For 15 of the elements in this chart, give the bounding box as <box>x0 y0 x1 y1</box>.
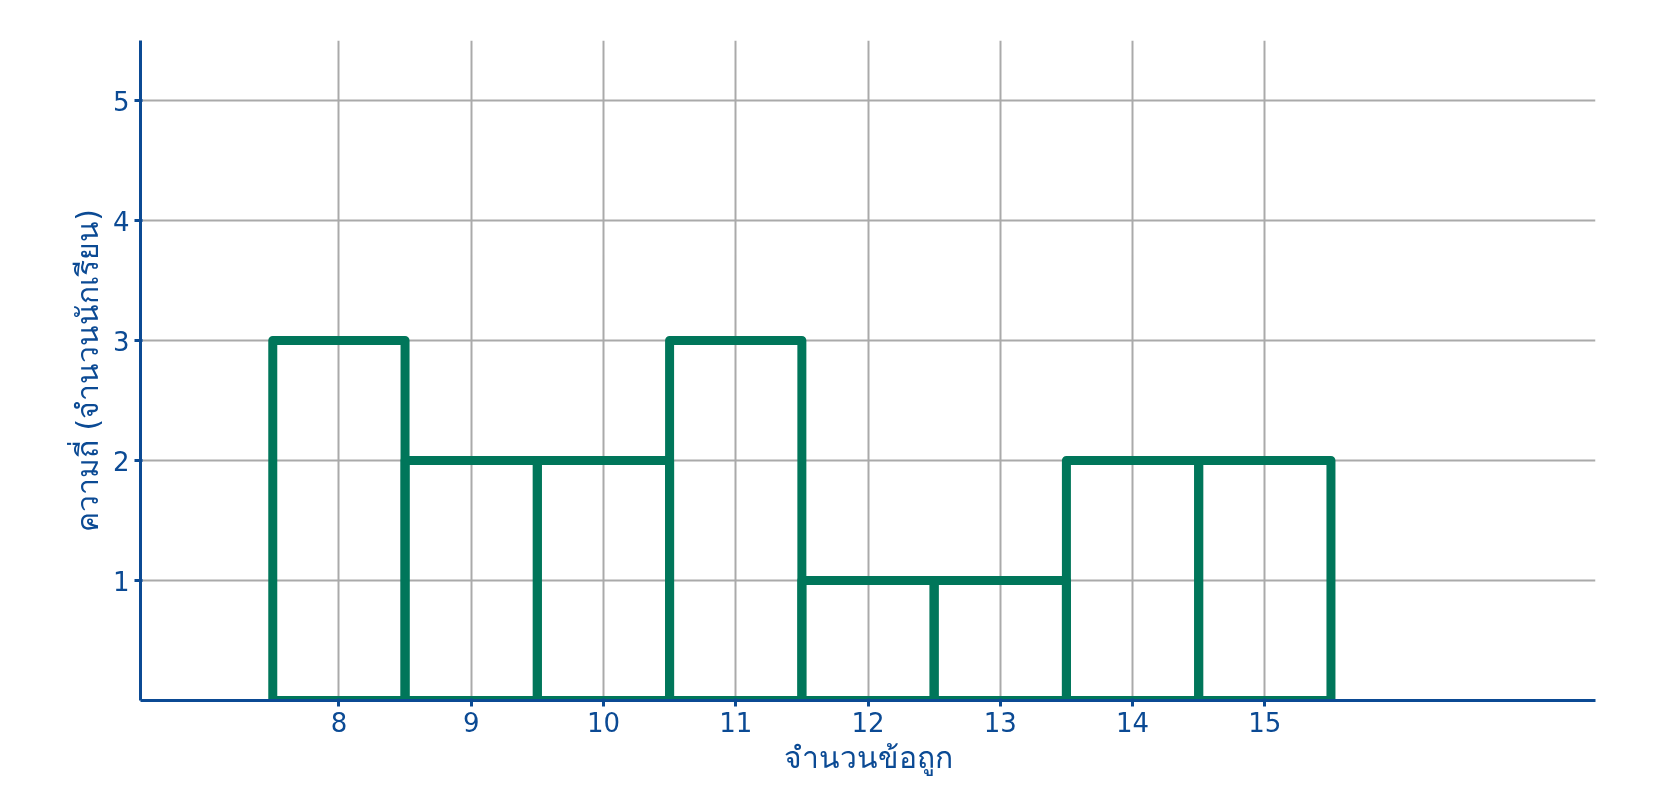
x-tick-label: 8 <box>330 707 348 738</box>
x-tick-label: 12 <box>851 707 885 738</box>
y-axis-title: ความถี่ (จำนวนนักเรียน) <box>66 209 105 532</box>
x-tick-label: 10 <box>586 707 621 738</box>
x-axis-title: จำนวนข้อถูก <box>783 739 953 776</box>
x-tick-label: 11 <box>719 707 753 738</box>
y-tick-label: 5 <box>112 86 130 117</box>
x-tick-label: 15 <box>1248 707 1282 738</box>
y-tick-label: 4 <box>112 206 130 237</box>
y-tick-label: 1 <box>112 566 130 597</box>
x-tick-label: 9 <box>462 707 480 738</box>
y-tick-label: 3 <box>112 326 130 357</box>
x-tick-label: 14 <box>1116 707 1150 738</box>
x-tick-label: 13 <box>983 707 1017 738</box>
y-tick-label: 2 <box>112 446 130 477</box>
